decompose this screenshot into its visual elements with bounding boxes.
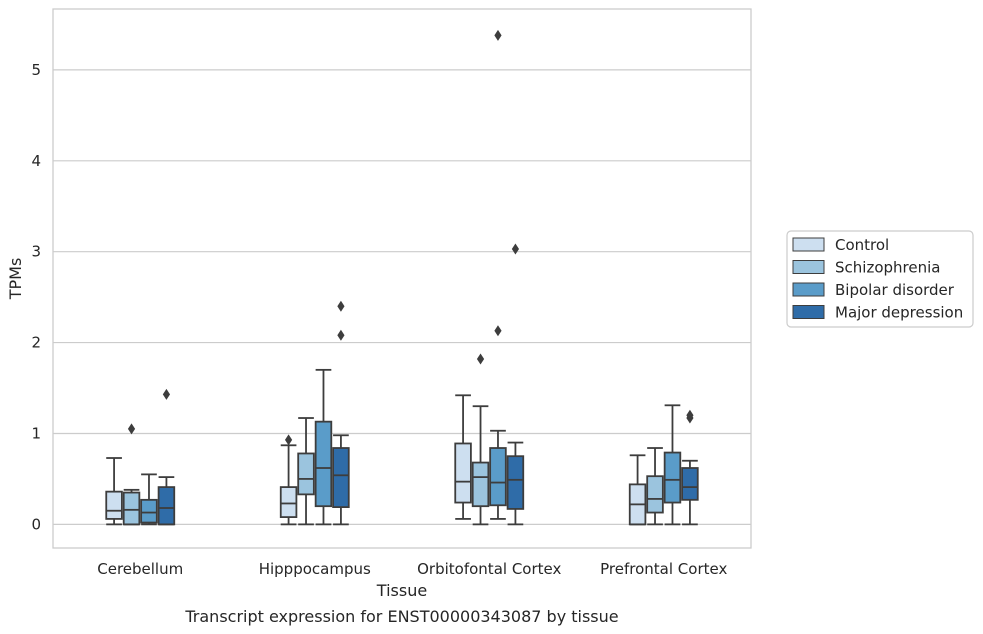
box-iqr	[279, 486, 298, 518]
y-tick-label: 5	[31, 61, 41, 79]
y-tick-label: 3	[31, 243, 41, 261]
legend-label: Major depression	[835, 304, 963, 322]
box-iqr	[646, 475, 664, 514]
outlier-point	[476, 353, 485, 365]
legend-item: Schizophrenia	[792, 259, 940, 277]
legend-frame	[786, 230, 974, 328]
box-1-2	[471, 353, 490, 526]
box-2-3	[663, 404, 682, 526]
box-3-3	[681, 409, 699, 526]
box-3-2	[506, 243, 525, 526]
outlier-point	[494, 29, 502, 41]
box-groups	[105, 29, 699, 526]
outlier-point	[337, 300, 345, 312]
box-0-0	[105, 457, 123, 526]
legend-swatch	[792, 260, 825, 274]
box-1-1	[297, 417, 315, 526]
box-3-0	[157, 388, 176, 526]
outlier-point	[337, 329, 345, 341]
legend-item: Bipolar disorder	[792, 281, 955, 299]
box-iqr	[663, 451, 682, 504]
x-tick-label: Hipppocampus	[259, 560, 371, 578]
x-tick-label: Prefrontal Cortex	[600, 560, 727, 578]
x-tick-label: Cerebellum	[97, 560, 183, 578]
box-iqr	[105, 490, 123, 520]
y-tick-label: 0	[31, 515, 41, 533]
y-tick-label: 1	[31, 424, 41, 442]
outlier-point	[284, 434, 293, 446]
outlier-point	[162, 388, 171, 400]
legend-swatch	[792, 305, 825, 319]
box-iqr	[157, 486, 176, 526]
box-0-1	[279, 434, 298, 526]
box-iqr	[122, 491, 141, 526]
outlier-point	[494, 325, 502, 337]
legend-label: Schizophrenia	[835, 259, 940, 277]
legend-label: Bipolar disorder	[835, 281, 955, 299]
box-iqr	[314, 420, 333, 508]
legend-swatch	[792, 282, 825, 297]
box-iqr	[489, 447, 507, 507]
box-2-1	[314, 368, 333, 526]
y-tick-label: 2	[31, 334, 41, 352]
gridlines	[53, 69, 751, 525]
series-group	[122, 353, 664, 526]
legend-item: Control	[792, 236, 889, 254]
box-2-2	[489, 29, 507, 520]
legend-item: Major depression	[792, 304, 963, 322]
y-tick-labels: 0 1 2 3 4 5	[31, 61, 41, 533]
box-iqr	[471, 461, 490, 508]
series-group	[140, 29, 682, 526]
box-0-2	[454, 394, 472, 520]
y-tick-label: 4	[31, 152, 41, 170]
box-iqr	[332, 447, 350, 508]
x-tick-labels: Cerebellum Hipppocampus Orbitofontal Corte…	[97, 560, 727, 578]
legend-swatch	[792, 237, 825, 252]
box-0-3	[628, 454, 647, 526]
outlier-point	[127, 423, 136, 435]
outlier-point	[686, 409, 694, 421]
outlier-point	[511, 243, 520, 255]
box-iqr	[681, 467, 699, 501]
box-iqr	[506, 455, 525, 510]
plot-frame	[52, 8, 752, 549]
box-iqr	[140, 498, 158, 524]
chart-caption: Transcript expression for ENST0000034308…	[184, 607, 618, 626]
box-iqr	[297, 452, 315, 496]
box-1-3	[646, 447, 664, 526]
box-3-1	[332, 300, 350, 526]
x-tick-label: Orbitofontal Cortex	[417, 560, 561, 578]
box-iqr	[454, 442, 472, 504]
box-1-0	[122, 423, 141, 526]
series-group	[105, 394, 647, 526]
legend-label: Control	[835, 236, 889, 254]
box-2-0	[140, 473, 158, 526]
series-group	[157, 243, 699, 526]
x-axis-title: Tissue	[376, 581, 427, 600]
y-axis-title: TPMs	[6, 258, 25, 301]
legend: Control Schizophrenia Bipolar disorder Majo…	[786, 230, 974, 328]
